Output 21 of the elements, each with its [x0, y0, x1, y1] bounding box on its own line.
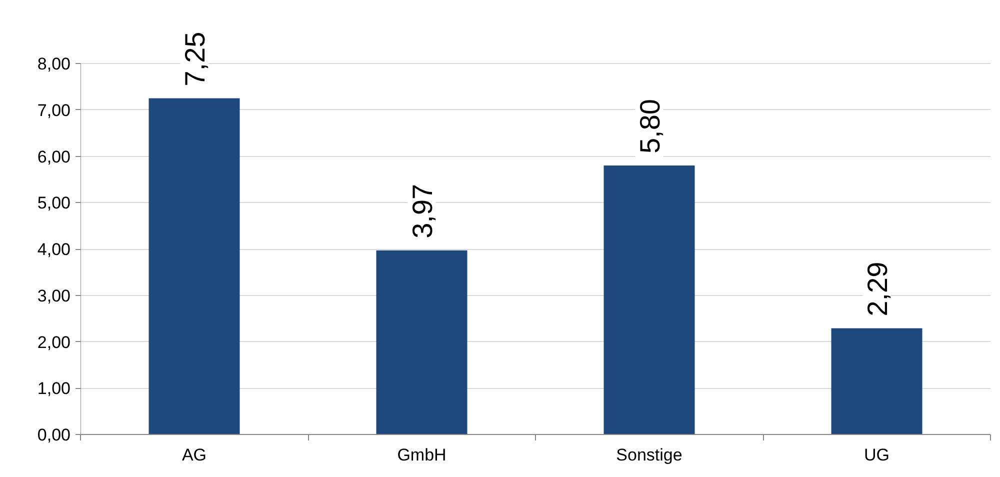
x-tick-label: UG — [864, 446, 890, 464]
data-label: 7,25 — [179, 32, 210, 86]
data-label: 5,80 — [634, 99, 666, 154]
x-tick-label: AG — [182, 446, 207, 464]
y-tick-label: 6,00 — [37, 147, 71, 166]
bar — [831, 328, 922, 434]
bar — [376, 250, 468, 434]
x-tick-label: GmbH — [397, 446, 446, 464]
bar — [148, 98, 240, 434]
y-tick-label: 8,00 — [37, 54, 71, 74]
y-tick-label: 4,00 — [37, 240, 71, 259]
y-tick-label: 5,00 — [37, 194, 71, 213]
data-label: 2,29 — [862, 262, 893, 316]
y-tick-label: 0,00 — [37, 426, 71, 444]
y-tick-label: 3,00 — [37, 286, 71, 306]
y-tick-label: 2,00 — [37, 332, 71, 352]
y-tick-label: 1,00 — [37, 379, 71, 398]
y-tick-label: 7,00 — [37, 100, 71, 120]
bar — [604, 166, 695, 434]
data-label: 3,97 — [406, 184, 438, 238]
x-tick-label: Sonstige — [616, 446, 682, 464]
